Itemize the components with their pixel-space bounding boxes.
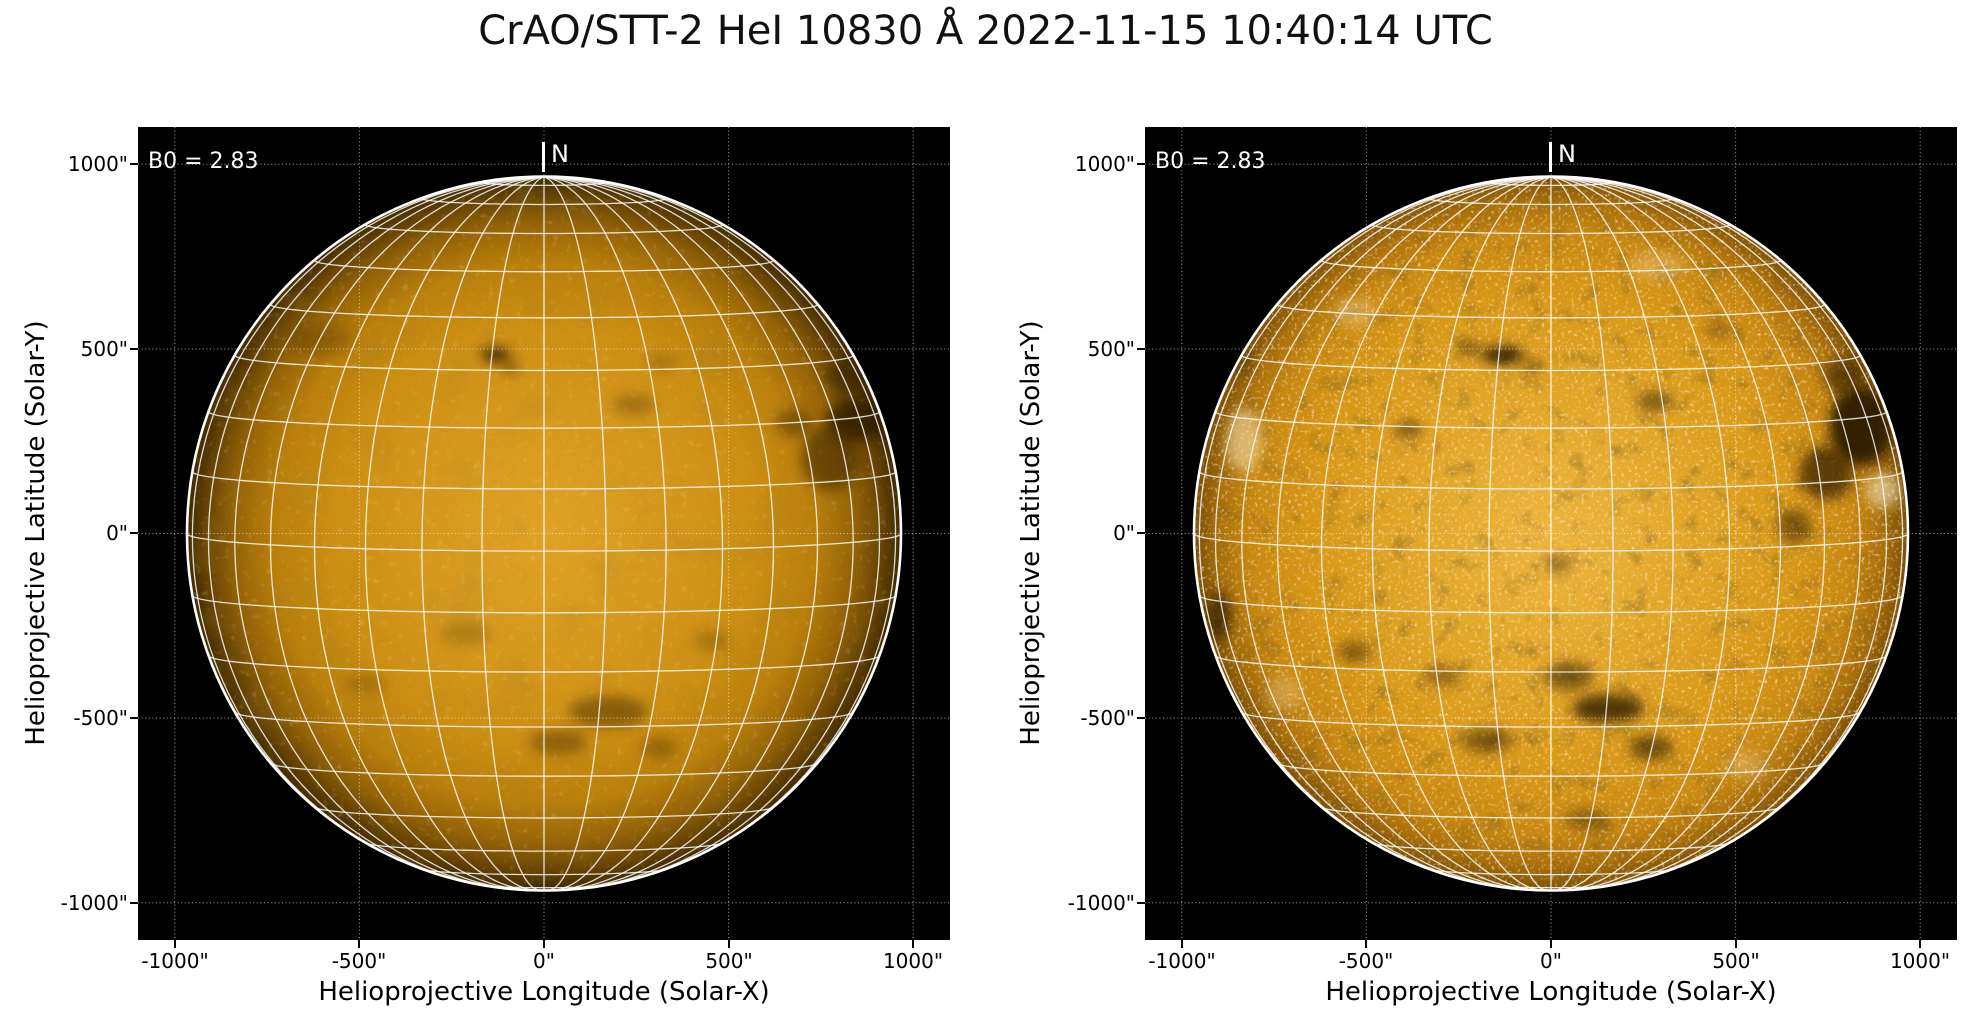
plot-area-left: B0 = 2.83 N	[138, 127, 950, 940]
x-tick-label: -500"	[331, 949, 387, 973]
x-tick-mark	[728, 940, 730, 948]
figure-title: CrAO/STT-2 HeI 10830 Å 2022-11-15 10:40:…	[478, 8, 1493, 54]
x-tick-label: 500"	[705, 949, 753, 973]
axes-gridlines	[1145, 127, 1957, 940]
x-tick-mark	[1181, 940, 1183, 948]
y-tick-label: -1000"	[1067, 891, 1135, 915]
north-label: N	[551, 140, 569, 168]
axes-gridlines	[138, 127, 950, 940]
x-tick-label: -1000"	[1148, 949, 1216, 973]
solar-image-right	[1145, 127, 1957, 940]
y-tick-label: 500"	[1087, 337, 1135, 361]
x-tick-label: -500"	[1338, 949, 1394, 973]
x-tick-mark	[1735, 940, 1737, 948]
panel-left: B0 = 2.83 N 1000" 500" 0" -500" -1000" -…	[21, 127, 950, 1007]
b0-annotation: B0 = 2.83	[1155, 149, 1266, 174]
x-tick-mark	[1919, 940, 1921, 948]
solar-limb-circle	[185, 175, 903, 892]
y-tick-label: 1000"	[1074, 152, 1135, 176]
y-axis-label: Helioprojective Latitude (Solar-Y)	[1016, 320, 1046, 746]
x-tick-mark	[1365, 940, 1367, 948]
bright-features	[1226, 251, 1901, 780]
y-tick-label: -500"	[1080, 706, 1135, 730]
x-axis-label: Helioprojective Longitude (Solar-X)	[318, 977, 770, 1007]
x-tick-mark	[543, 940, 545, 948]
plot-area-right: B0 = 2.83 N	[1145, 127, 1957, 940]
x-tick-mark	[1550, 940, 1552, 948]
y-tick-label: 0"	[106, 521, 128, 545]
b0-annotation: B0 = 2.83	[148, 149, 259, 174]
dark-features	[290, 326, 891, 759]
x-tick-mark	[358, 940, 360, 948]
x-tick-label: 500"	[1712, 949, 1760, 973]
y-axis-label: Helioprojective Latitude (Solar-Y)	[21, 320, 51, 746]
x-tick-mark	[912, 940, 914, 948]
dark-features	[1206, 322, 1894, 830]
y-tick-mark	[130, 348, 138, 350]
x-tick-label: 1000"	[1889, 949, 1951, 973]
north-marker-line	[542, 142, 545, 172]
y-tick-mark	[130, 163, 138, 165]
y-tick-mark	[1137, 163, 1145, 165]
x-tick-label: 1000"	[882, 949, 944, 973]
y-tick-label: 1000"	[67, 152, 128, 176]
y-tick-label: -500"	[73, 706, 128, 730]
y-tick-mark	[1137, 902, 1145, 904]
heliographic-grid	[186, 176, 902, 892]
y-tick-label: 500"	[80, 337, 128, 361]
x-tick-label: -1000"	[141, 949, 209, 973]
x-tick-label: 0"	[1540, 949, 1562, 973]
y-tick-mark	[130, 717, 138, 719]
y-tick-mark	[130, 902, 138, 904]
y-tick-label: -1000"	[60, 891, 128, 915]
north-label: N	[1558, 140, 1576, 168]
solar-limb-circle	[1192, 175, 1910, 892]
y-tick-mark	[1137, 717, 1145, 719]
y-tick-mark	[1137, 532, 1145, 534]
y-tick-label: 0"	[1113, 521, 1135, 545]
north-marker-line	[1549, 142, 1552, 172]
panel-right: B0 = 2.83 N 1000" 500" 0" -500" -1000" -…	[1016, 127, 1957, 1007]
x-tick-mark	[174, 940, 176, 948]
solar-image-left	[138, 127, 950, 940]
x-tick-label: 0"	[533, 949, 555, 973]
y-tick-mark	[130, 532, 138, 534]
x-axis-label: Helioprojective Longitude (Solar-X)	[1325, 977, 1777, 1007]
y-tick-mark	[1137, 348, 1145, 350]
